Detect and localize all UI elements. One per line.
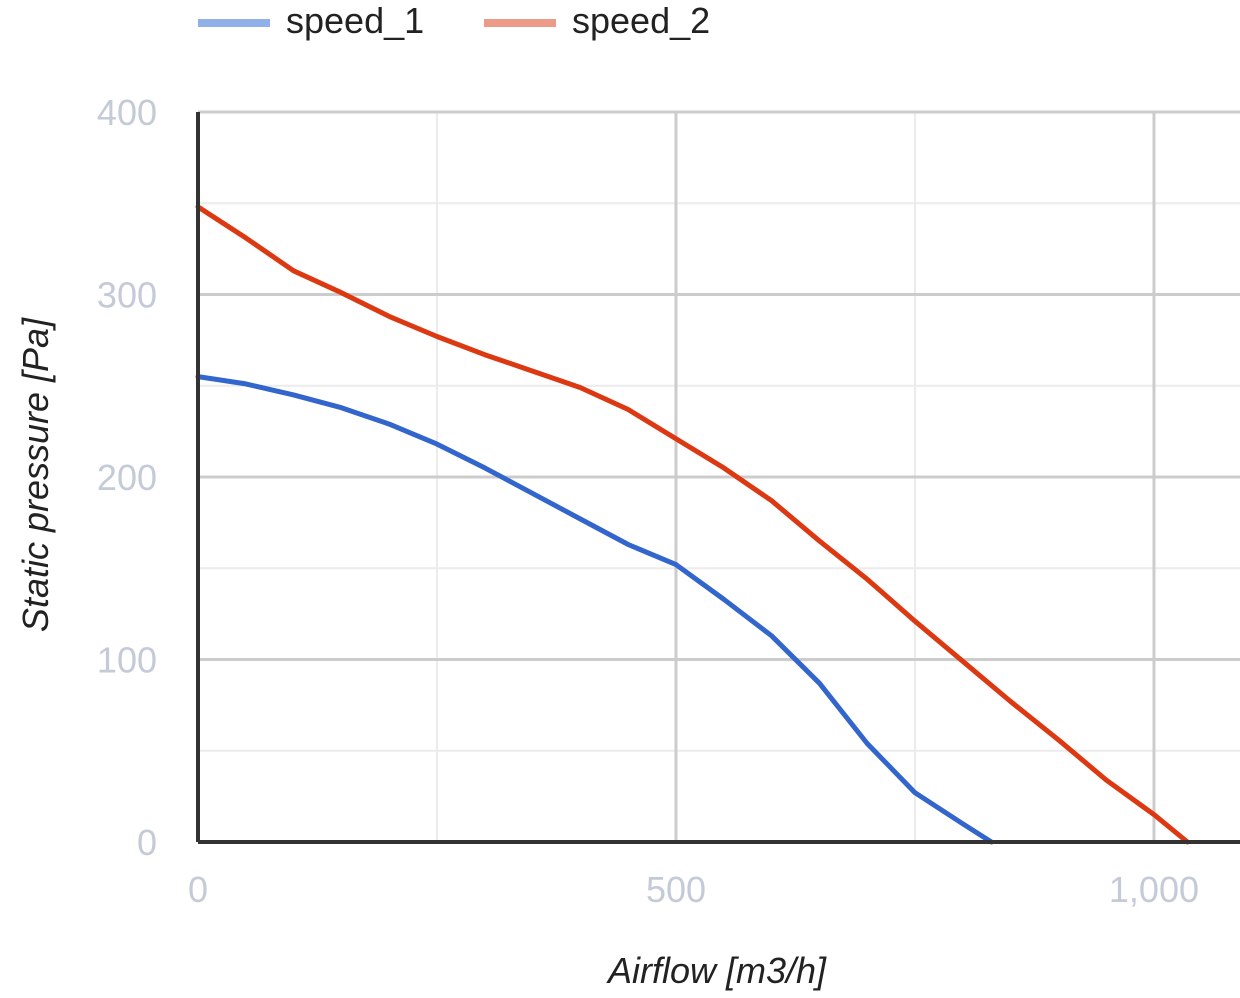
series-lines — [195, 204, 1190, 845]
y-tick-label: 400 — [97, 92, 157, 133]
x-axis-title: Airflow [m3/h] — [606, 950, 827, 991]
legend-label: speed_1 — [286, 0, 424, 41]
y-axis-title: Static pressure [Pa] — [15, 317, 56, 632]
y-tick-label: 0 — [137, 822, 157, 863]
legend: speed_1 speed_2 — [198, 0, 710, 41]
series-line-speed_1 — [195, 374, 994, 845]
legend-item-speed_2[interactable]: speed_2 — [484, 0, 710, 41]
tick-labels: 0 100 200 300 400 0 500 1,000 — [97, 92, 1199, 910]
y-tick-label: 200 — [97, 457, 157, 498]
x-tick-label: 0 — [188, 869, 208, 910]
series-line-speed_2 — [195, 204, 1190, 845]
x-tick-label: 1,000 — [1109, 869, 1199, 910]
x-tick-label: 500 — [646, 869, 706, 910]
y-tick-label: 100 — [97, 640, 157, 681]
y-tick-label: 300 — [97, 275, 157, 316]
legend-item-speed_1[interactable]: speed_1 — [198, 0, 424, 41]
axes — [196, 112, 1240, 844]
legend-label: speed_2 — [572, 0, 710, 41]
gridlines — [198, 110, 1240, 842]
